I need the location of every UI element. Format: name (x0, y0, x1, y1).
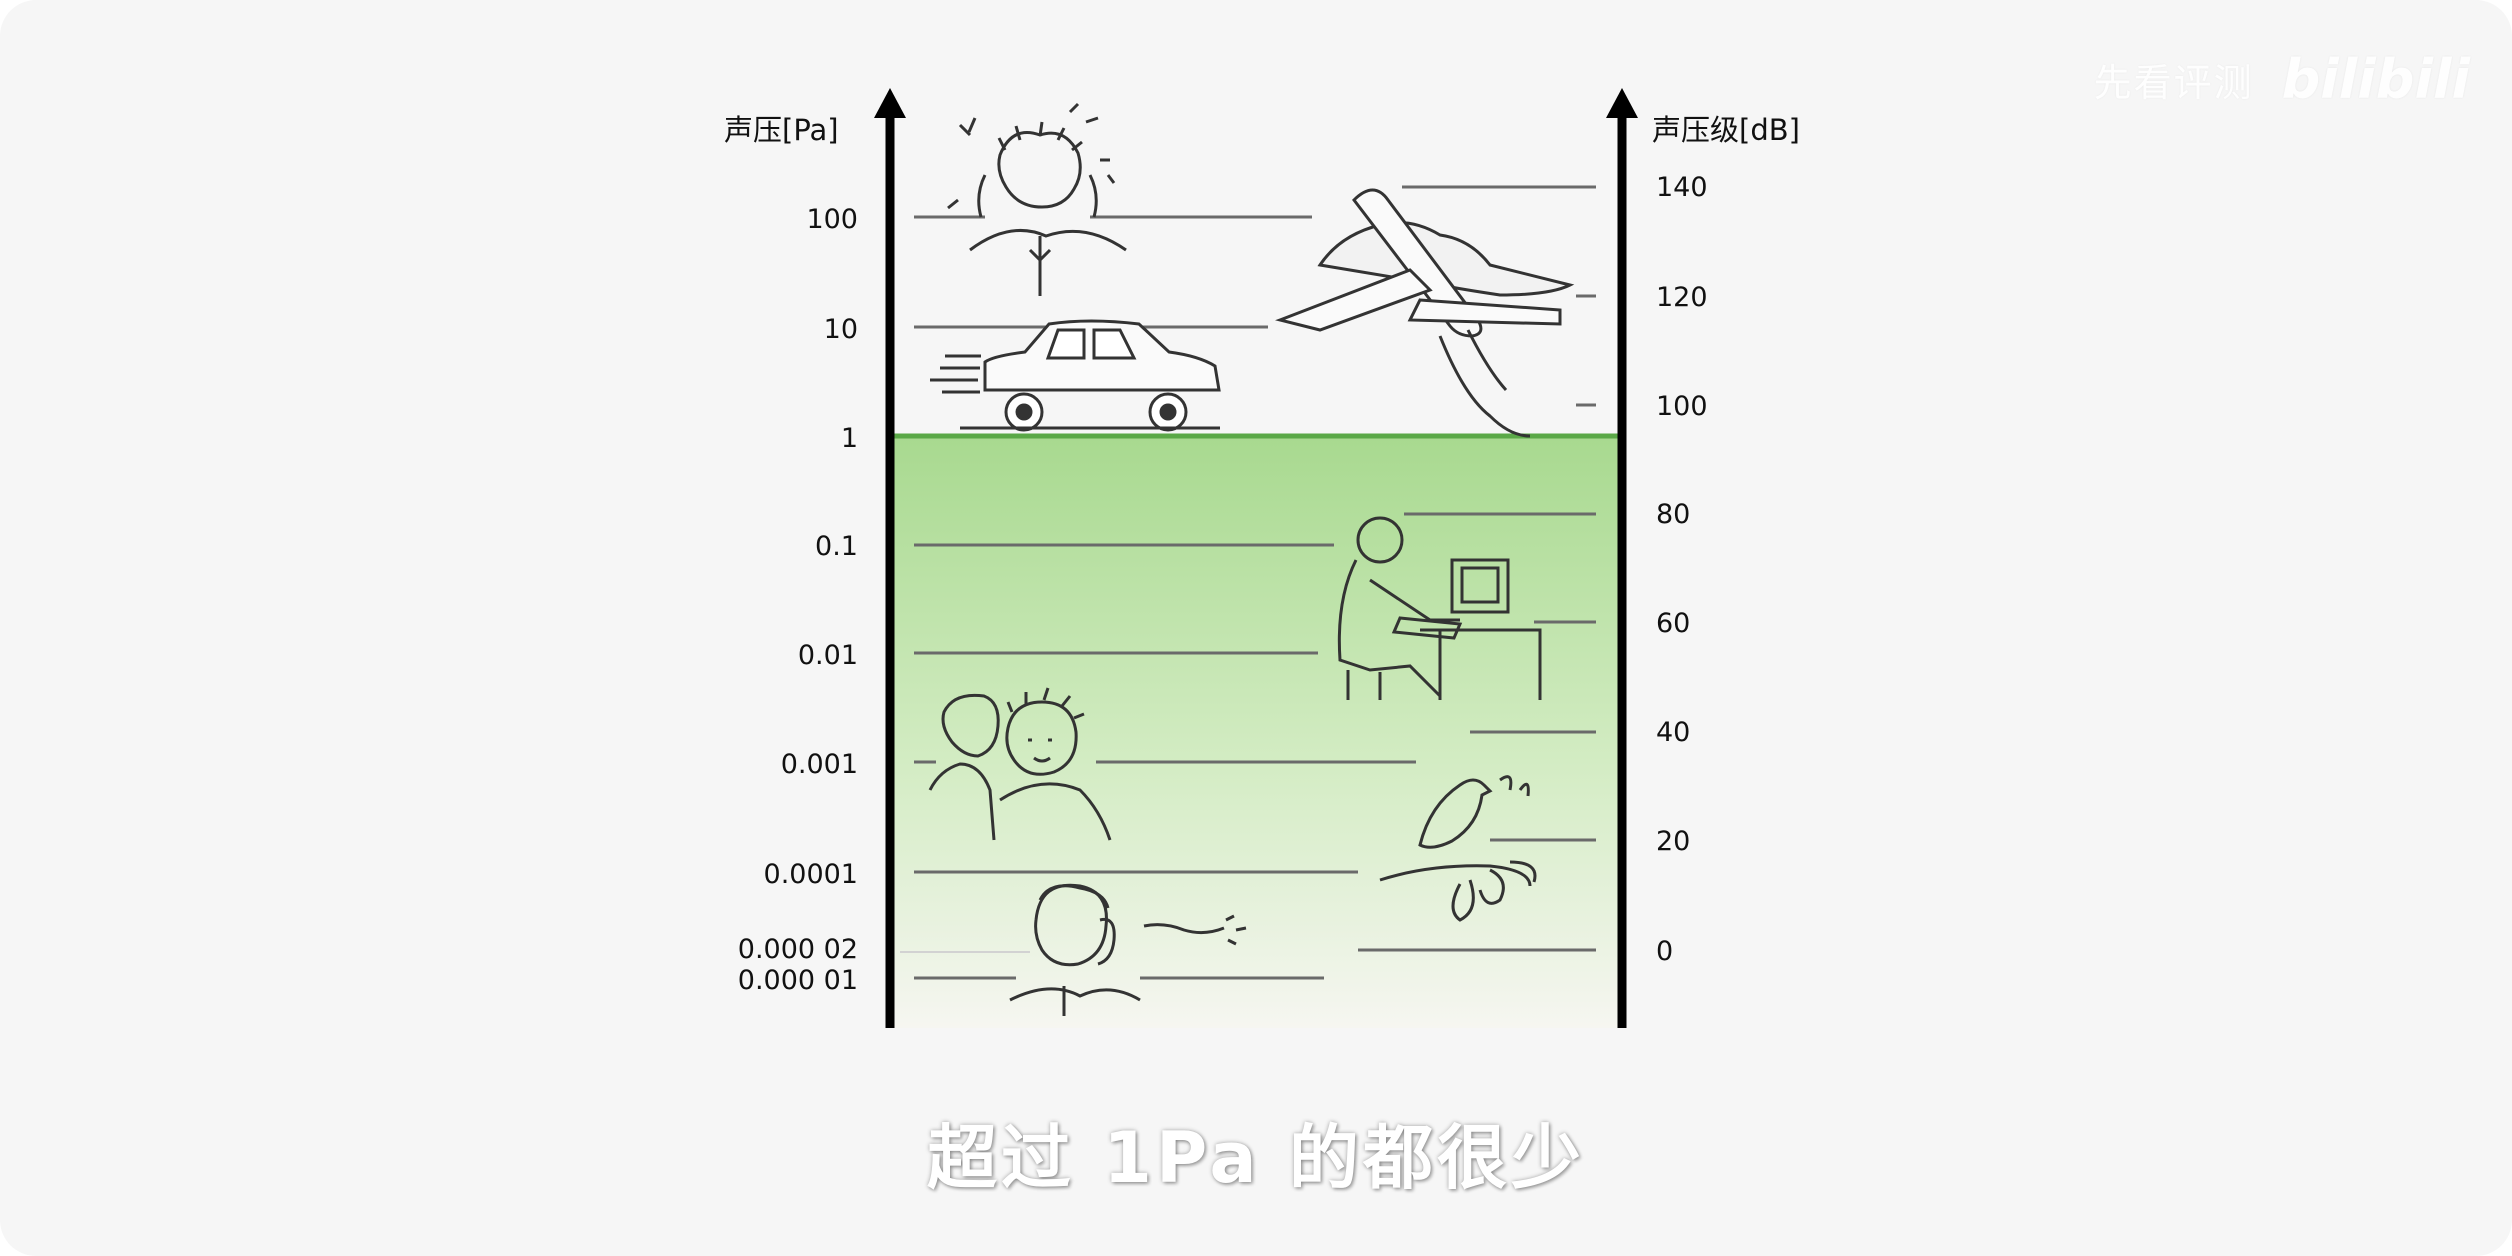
right-tick-label: 120 (1656, 282, 1708, 313)
subtitle-caption: 超过 1Pa 的都很少 (926, 1117, 1586, 1199)
two-people-whispering-icon (928, 687, 1112, 841)
left-tick-label: 10 (824, 314, 858, 345)
right-tick-label: 100 (1656, 391, 1708, 422)
watermark: 先看评测 bilibili (2094, 48, 2470, 111)
left-tick-label: 0.0001 (764, 859, 858, 890)
person-listening-icon (1009, 883, 1247, 1016)
right-tick-label: 40 (1656, 717, 1690, 748)
left-tick-label: 100 (806, 204, 858, 235)
jet-airplane-icon (1275, 188, 1575, 438)
watermark-text: 先看评测 (2093, 61, 2254, 105)
left-tick-label: 0.000 01 (738, 965, 858, 996)
left-gridlines (914, 215, 1416, 980)
left-axis-arrow-icon (874, 88, 906, 118)
person-at-computer-icon (1337, 516, 1542, 700)
bird-singing-icon (1379, 775, 1537, 922)
left-tick-label: 1 (841, 423, 858, 454)
right-tick-label: 20 (1656, 826, 1690, 857)
right-axis-title: 声压级[dB] (1652, 113, 1800, 147)
person-covering-ears-icon (947, 102, 1127, 296)
right-tick-label: 60 (1656, 608, 1690, 639)
left-axis-title: 声压[Pa] (724, 113, 839, 147)
right-gridlines (1358, 185, 1596, 952)
left-tick-label: 0.001 (781, 749, 858, 780)
left-tick-label: 0.1 (815, 531, 858, 562)
car-icon (930, 319, 1221, 432)
left-tick-label: 0.000 02 (738, 934, 858, 965)
right-tick-label: 80 (1656, 499, 1690, 530)
right-axis-arrow-icon (1606, 88, 1638, 118)
left-tick-label: 0.01 (798, 640, 858, 671)
right-tick-label: 0 (1656, 936, 1673, 967)
bilibili-logo-icon: bilibili (2281, 48, 2470, 111)
right-tick-label: 140 (1656, 172, 1708, 203)
